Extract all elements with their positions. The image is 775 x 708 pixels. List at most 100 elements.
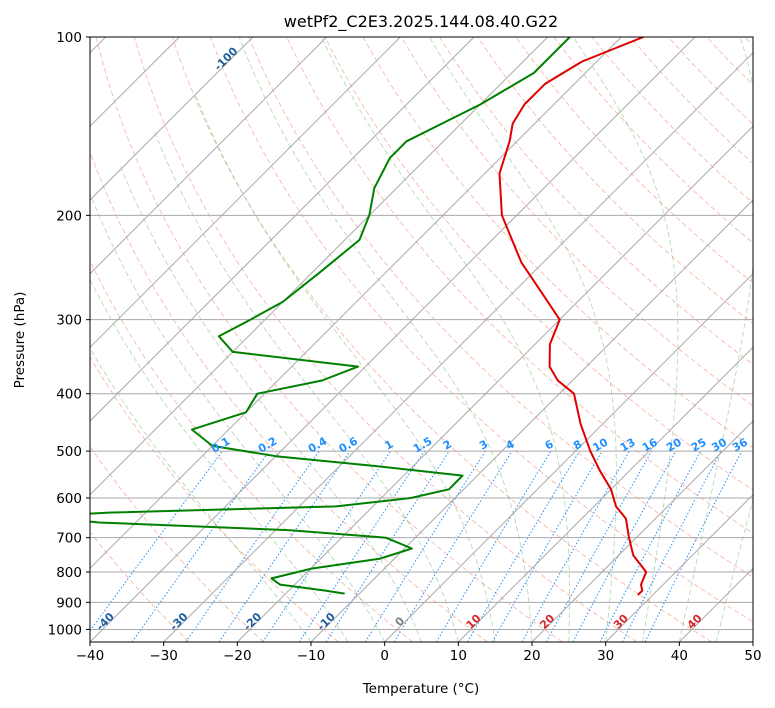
- mixing-ratio-line: [90, 450, 223, 632]
- isotherm-label: 10: [464, 611, 484, 631]
- y-tick-label: 400: [56, 387, 82, 403]
- dry-adiabat: [90, 445, 264, 642]
- isotherm: [384, 272, 753, 642]
- moist-adiabat: [154, 132, 459, 642]
- mixing-ratio-label: 2: [441, 438, 454, 453]
- mixing-ratio-label: 13: [618, 436, 638, 455]
- y-axis-label: Pressure (hPa): [12, 292, 28, 389]
- isotherm-label: 30: [611, 611, 631, 631]
- x-axis-label: Temperature (°C): [362, 681, 480, 697]
- mixing-ratio-label: 20: [664, 435, 684, 454]
- isotherm: [163, 51, 753, 642]
- y-tick-label: 900: [56, 595, 82, 611]
- moist-adiabat: [320, 37, 571, 642]
- mixing-ratio-line: [599, 450, 701, 642]
- dry-adiabat: [439, 37, 753, 365]
- dry-adiabat: [95, 37, 563, 642]
- mixing-ratio-line: [521, 450, 630, 642]
- x-tick-label: −30: [149, 648, 178, 664]
- x-tick-label: 10: [450, 648, 467, 664]
- isotherm: [90, 37, 622, 570]
- isotherm-label: 20: [537, 611, 557, 631]
- isotherm: [90, 37, 254, 201]
- isotherm: [90, 37, 549, 496]
- isotherm: [90, 37, 696, 642]
- mixing-ratio-label: 36: [730, 435, 750, 454]
- isotherm: [678, 567, 753, 642]
- mixing-ratio-line: [644, 450, 743, 642]
- moist-adiabat: [194, 94, 496, 642]
- series-layer: [90, 37, 648, 596]
- dry-adiabat: [90, 259, 414, 642]
- dry-adiabat: [591, 37, 753, 204]
- moist-adiabat: [715, 498, 753, 642]
- x-tick-label: 40: [671, 648, 688, 664]
- dry-adiabat: [324, 37, 753, 491]
- x-tick-label: 50: [744, 648, 761, 664]
- dry-adiabat: [362, 37, 753, 449]
- dry-adiabat: [706, 37, 753, 86]
- isotherm: [236, 125, 753, 642]
- mixing-ratio-label: 10: [590, 435, 610, 454]
- mixing-ratio-line: [572, 450, 677, 642]
- plot-frame: [89, 36, 754, 643]
- y-tick-label: 200: [56, 208, 82, 224]
- mixing-ratio-line: [621, 450, 722, 642]
- mixing-ratio-label: 0.4: [306, 434, 330, 455]
- x-tick-label: 30: [597, 648, 614, 664]
- mixing-ratio-line: [545, 450, 653, 642]
- y-axis: 100 200 300 400 500 600 700 800 900 1000: [48, 30, 90, 638]
- mixing-ratio-label: 1.5: [411, 435, 434, 456]
- mixing-ratio-line: [131, 450, 270, 642]
- mixing-ratio-line: [218, 450, 351, 642]
- dry-adiabat: [668, 37, 753, 125]
- isotherm-label: -100: [212, 44, 241, 73]
- dry-adiabat: [248, 37, 753, 578]
- mixing-ratio-line: [262, 450, 392, 642]
- isotherm: [310, 199, 753, 642]
- moist-adiabat: [238, 37, 533, 642]
- mixing-ratio-label: 16: [640, 435, 660, 454]
- isotherm: [457, 346, 753, 642]
- x-tick-label: −40: [76, 648, 105, 664]
- dry-adiabat: [210, 37, 753, 623]
- moist-adiabat: [572, 37, 679, 642]
- x-tick-label: −20: [223, 648, 252, 664]
- mixing-ratio-label: 25: [689, 436, 709, 455]
- mixing-ratio-line: [435, 450, 552, 642]
- y-tick-label: 500: [56, 444, 82, 460]
- isotherm-label: -50: [20, 610, 43, 633]
- mixing-ratio-line: [393, 450, 513, 642]
- isotherm: [90, 37, 328, 275]
- y-tick-label: 700: [56, 531, 82, 547]
- dry-adiabat: [90, 531, 190, 642]
- dry-adiabat: [90, 356, 339, 642]
- isotherm: [605, 493, 753, 642]
- mixing-ratio-label: 1: [382, 438, 395, 453]
- grid: [90, 37, 753, 642]
- isotherm-label: 40: [685, 611, 705, 631]
- dry-adiabat: [133, 37, 638, 642]
- isotherm: [531, 420, 753, 642]
- mixing-ratio-label: 0.6: [337, 434, 361, 455]
- isotherm: [90, 37, 401, 349]
- mixing-ratio-line: [185, 450, 320, 642]
- y-tick-label: 1000: [48, 622, 82, 638]
- moist-adiabat: [678, 37, 753, 642]
- dry-adiabat: [90, 150, 488, 642]
- dry-adiabat: [400, 37, 753, 407]
- dewpoint-line: [90, 37, 571, 595]
- temperature-line: [498, 37, 648, 596]
- x-tick-label: 20: [523, 648, 540, 664]
- moist-adiabat: [90, 347, 312, 642]
- mixing-ratio-label: 6: [543, 437, 556, 452]
- dry-adiabat: [477, 37, 753, 325]
- mixing-ratio-label: 30: [709, 435, 729, 454]
- dry-adiabat: [744, 37, 753, 47]
- mixing-ratio-line: [467, 450, 580, 642]
- y-tick-label: 600: [56, 491, 82, 507]
- isotherm: [752, 641, 753, 642]
- moist-adiabat: [428, 37, 617, 642]
- x-axis: −40 −30 −20 −10 0 10 20 30 40 50: [76, 642, 762, 664]
